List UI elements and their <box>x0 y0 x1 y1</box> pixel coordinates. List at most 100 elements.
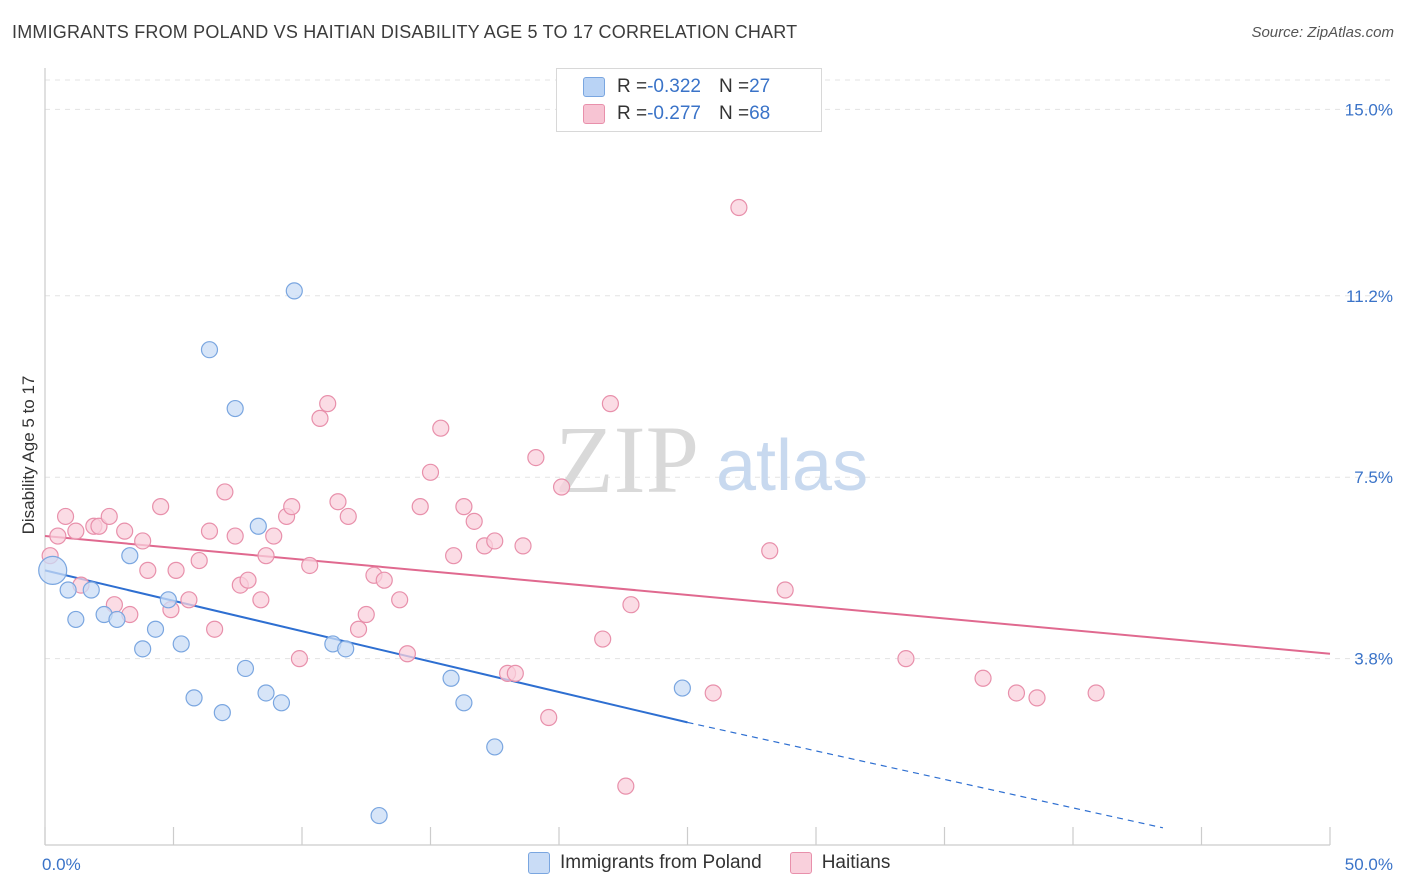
haitian-point <box>398 645 416 663</box>
legend-row-haitians: R = -0.277 N = 68 <box>583 102 770 126</box>
poland-point <box>200 341 219 359</box>
haitian-point <box>465 512 483 530</box>
poland-point <box>67 610 85 629</box>
haitian-point <box>421 463 440 481</box>
haitian-point <box>375 571 393 589</box>
legend-item-haitians[interactable]: Haitians <box>789 852 891 874</box>
y-tick-label: 15.0% <box>1345 100 1393 119</box>
poland-point <box>121 547 139 565</box>
poland-point <box>370 806 388 825</box>
watermark-atlas: atlas <box>716 426 868 506</box>
legend-r-label: R = <box>617 76 648 97</box>
haitian-point <box>226 527 244 545</box>
haitian-point <box>349 620 368 638</box>
haitian-point <box>704 684 722 702</box>
watermark-zip: ZIP <box>555 406 699 513</box>
correlation-legend: R = -0.322 N = 27 R = -0.277 N = 68 <box>556 68 822 132</box>
haitian-point <box>601 395 620 413</box>
haitian-point <box>301 556 319 575</box>
x-tick-labels: 0.0% 50.0% <box>42 855 1393 874</box>
axes <box>44 68 1331 846</box>
y-tick-label: 3.8% <box>1354 650 1393 669</box>
chart-title: IMMIGRANTS FROM POLAND VS HAITIAN DISABI… <box>12 22 798 42</box>
haitian-point <box>290 650 309 668</box>
haitian-point <box>445 547 463 565</box>
haitian-point <box>329 493 347 511</box>
haitian-point <box>391 591 409 609</box>
haitian-point <box>167 561 185 579</box>
haitian-point <box>116 522 134 540</box>
poland-point <box>108 610 126 629</box>
poland-point <box>673 679 691 697</box>
haitian-point <box>514 537 532 555</box>
haitian-point <box>1028 689 1046 707</box>
haitian-point <box>1007 684 1026 702</box>
haitian-point <box>897 650 915 668</box>
watermark: ZIP atlas <box>555 406 868 513</box>
data-points <box>38 198 1105 825</box>
legend-n-label: N = <box>718 103 750 124</box>
poland-point <box>134 640 152 658</box>
haitian-point <box>540 708 558 727</box>
poland-point <box>59 581 77 599</box>
legend-swatch-poland <box>583 77 605 97</box>
haitian-point <box>283 498 301 516</box>
haitian-point <box>257 547 275 565</box>
haitian-point <box>49 527 67 545</box>
trend-line-extension <box>687 721 1164 829</box>
haitian-point <box>552 478 571 496</box>
haitian-point <box>730 198 748 217</box>
poland-point <box>146 620 165 638</box>
haitian-point <box>100 507 118 526</box>
haitian-point <box>190 551 208 570</box>
legend-r-value: -0.277 <box>647 103 701 124</box>
poland-point <box>159 591 177 609</box>
poland-point <box>172 635 190 653</box>
legend-item-poland[interactable]: Immigrants from Poland <box>528 852 762 874</box>
poland-point <box>272 694 291 712</box>
haitian-point <box>206 620 224 638</box>
source-label: Source: ZipAtlas.com <box>1251 24 1394 41</box>
poland-point <box>442 669 460 687</box>
x-tick-label: 50.0% <box>1345 855 1393 874</box>
legend-n-label: N = <box>718 76 750 97</box>
haitian-point <box>761 542 779 560</box>
legend-swatch-haitians <box>583 104 605 124</box>
haitian-point <box>776 581 794 599</box>
series-legend: Immigrants from Poland Haitians <box>528 852 918 874</box>
haitian-point <box>432 419 450 437</box>
haitian-point <box>974 669 992 687</box>
poland-point <box>213 703 231 722</box>
poland-point <box>82 581 100 599</box>
haitian-point <box>311 409 329 427</box>
haitian-point <box>139 561 157 579</box>
haitian-point <box>594 630 612 648</box>
legend-n-value: 27 <box>749 76 771 97</box>
legend-label-haitians: Haitians <box>821 852 891 873</box>
haitian-point <box>622 596 640 614</box>
poland-point <box>337 640 355 658</box>
poland-point <box>249 517 267 535</box>
haitian-point <box>239 571 257 589</box>
haitian-point <box>152 498 170 516</box>
haitian-point <box>265 527 283 545</box>
poland-point <box>285 282 303 300</box>
trend-line-poland <box>44 569 688 724</box>
haitian-point <box>339 507 357 526</box>
haitian-point <box>486 532 504 550</box>
y-tick-label: 11.2% <box>1346 287 1393 306</box>
x-tick-label: 0.0% <box>42 855 81 874</box>
poland-point <box>226 399 244 418</box>
poland-point <box>455 694 473 712</box>
legend-n-value: 68 <box>749 103 771 124</box>
haitian-point <box>411 498 429 516</box>
legend-swatch-haitians <box>789 852 812 874</box>
poland-point <box>257 684 275 702</box>
haitian-point <box>67 522 85 540</box>
legend-row-poland: R = -0.322 N = 27 <box>583 75 770 99</box>
legend-label-poland: Immigrants from Poland <box>560 852 762 873</box>
haitian-point <box>357 605 375 624</box>
haitian-point <box>617 777 635 795</box>
y-tick-label: 7.5% <box>1354 468 1393 487</box>
